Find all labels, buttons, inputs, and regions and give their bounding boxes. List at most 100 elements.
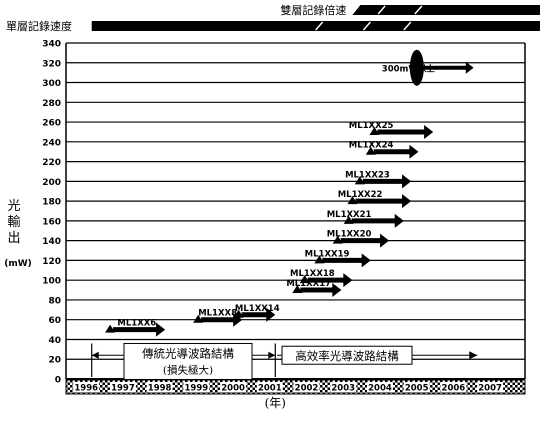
series-arrow: [322, 253, 371, 268]
x-tick-bg: [403, 382, 430, 392]
single-layer-speed-bar: [91, 21, 540, 31]
series-arrow: [351, 213, 404, 228]
series-start-marker: [347, 196, 358, 205]
x-tick-bg: [477, 382, 504, 392]
series-label: ML1XX8: [198, 309, 237, 319]
x-tick-label: 2005: [405, 384, 429, 394]
y-axis-title-char: 出: [7, 231, 20, 246]
series-arrow: [307, 273, 353, 288]
y-tick-label: 120: [42, 257, 61, 267]
series-label: ML1XX17: [286, 279, 331, 289]
x-tick-bg: [256, 382, 283, 392]
y-tick-label: 0: [55, 376, 61, 386]
x-tick-bg: [293, 382, 320, 392]
x-tick-bg: [220, 382, 247, 392]
series-arrow: [113, 322, 166, 337]
x-tick-label: 2004: [368, 384, 392, 394]
x-tick-label: 2000: [221, 384, 245, 394]
x-tick-label: 2002: [295, 384, 319, 394]
y-tick-label: 60: [48, 316, 61, 326]
y-tick-label: 280: [42, 99, 61, 109]
legacy-structure-box: [123, 342, 253, 380]
series-start-marker: [332, 235, 343, 244]
series-arrow: [420, 61, 474, 74]
series-arrow: [355, 194, 412, 209]
single-speed-stripe: [315, 21, 324, 31]
x-tick-label: 2006: [442, 384, 466, 394]
x-tick-label: 1997: [111, 384, 135, 394]
series-start-marker: [343, 215, 354, 224]
x-tick-label: 1999: [185, 384, 209, 394]
x-tick-bg: [73, 382, 100, 392]
period-arrow-head-left: [91, 351, 99, 359]
series-start-marker: [193, 314, 204, 323]
series-arrow: [373, 144, 419, 159]
y-tick-label: 160: [42, 217, 61, 227]
dual-speed-stripe: [377, 5, 386, 15]
series-label: 300mW以上: [382, 64, 435, 75]
series-label: ML1XX6: [117, 319, 156, 329]
series-arrow: [241, 307, 276, 322]
y-tick-label: 320: [42, 59, 61, 69]
x-tick-bg: [183, 382, 210, 392]
series-start-marker: [354, 176, 365, 185]
y-axis-unit: (mW): [4, 259, 32, 269]
x-tick-bg: [440, 382, 467, 392]
series-label: ML1XX19: [305, 249, 350, 259]
series-start-marker: [314, 255, 325, 264]
x-tick-bg: [146, 382, 173, 392]
series-start-marker: [299, 275, 310, 284]
series-label: ML1XX23: [345, 170, 390, 180]
period-arrow-head-right: [268, 351, 276, 359]
single-speed-stripe: [362, 21, 371, 31]
series-label: ML1XX14: [235, 304, 280, 314]
y-tick-label: 200: [42, 178, 61, 188]
dual-layer-speed-bar: [352, 5, 540, 15]
x-tick-bg: [109, 382, 136, 392]
x-axis-title: (年): [265, 396, 286, 410]
single-speed-stripe: [403, 21, 412, 31]
series-arrow: [201, 312, 243, 327]
series-start-marker: [365, 146, 376, 155]
efficient-structure-box: [281, 345, 413, 365]
y-tick-label: 40: [48, 336, 61, 346]
x-tick-label: 2003: [331, 384, 355, 394]
legacy-structure-label: 傳統光導波路結構: [142, 346, 234, 360]
x-tick-label: 2001: [258, 384, 282, 394]
series-start-marker: [105, 324, 116, 333]
dual-speed-stripe: [414, 5, 423, 15]
x-tick-bg: [366, 382, 393, 392]
series-label: ML1XX20: [327, 230, 372, 240]
period2-arrow-head: [469, 351, 478, 360]
y-tick-label: 100: [42, 277, 61, 287]
series-start-marker: [369, 126, 380, 135]
y-tick-label: 340: [42, 40, 61, 50]
dual-speed-label: 雙層記錄倍速: [280, 3, 346, 17]
x-tick-bg: [330, 382, 357, 392]
series-label: ML1XX18: [290, 269, 335, 279]
series-start-marker: [292, 285, 303, 294]
series-arrow: [340, 233, 390, 248]
series-label: ML1XX22: [338, 190, 383, 200]
series-arrow: [362, 174, 412, 189]
series-start-marker: [233, 309, 244, 318]
legacy-structure-sublabel: (損失極大): [163, 363, 213, 376]
x-tick-label: 2007: [478, 384, 502, 394]
y-axis-title-char: 輸: [7, 215, 20, 230]
y-tick-label: 240: [42, 138, 61, 148]
target-marker: [409, 49, 424, 86]
single-speed-label: 單層記錄速度: [6, 19, 72, 33]
series-label: ML1XX25: [349, 121, 394, 131]
series-arrow: [300, 283, 342, 298]
y-tick-label: 300: [42, 79, 61, 89]
y-axis-title: 光輸出: [7, 199, 20, 246]
y-tick-label: 140: [42, 237, 61, 247]
x-tick-label: 1996: [74, 384, 98, 394]
series-label: ML1XX24: [349, 141, 394, 151]
y-tick-label: 80: [48, 296, 61, 306]
x-tick-label: 1998: [148, 384, 172, 394]
y-tick-label: 260: [42, 119, 61, 129]
y-tick-label: 220: [42, 158, 61, 168]
